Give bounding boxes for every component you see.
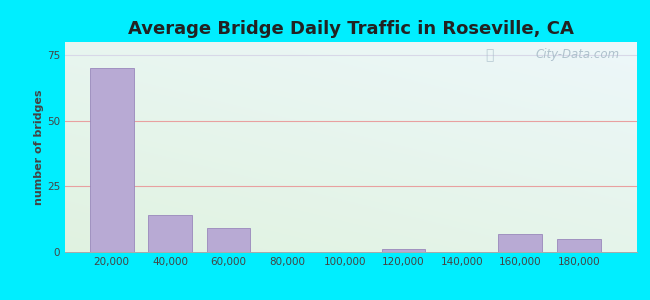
Text: ⓘ: ⓘ [486, 48, 494, 62]
Title: Average Bridge Daily Traffic in Roseville, CA: Average Bridge Daily Traffic in Rosevill… [128, 20, 574, 38]
Y-axis label: number of bridges: number of bridges [34, 89, 44, 205]
Bar [557, 239, 601, 252]
Text: City-Data.com: City-Data.com [536, 48, 620, 61]
Bar [207, 228, 250, 252]
Bar [499, 234, 542, 252]
Bar [148, 215, 192, 252]
Bar [90, 68, 134, 252]
Bar [382, 249, 425, 252]
